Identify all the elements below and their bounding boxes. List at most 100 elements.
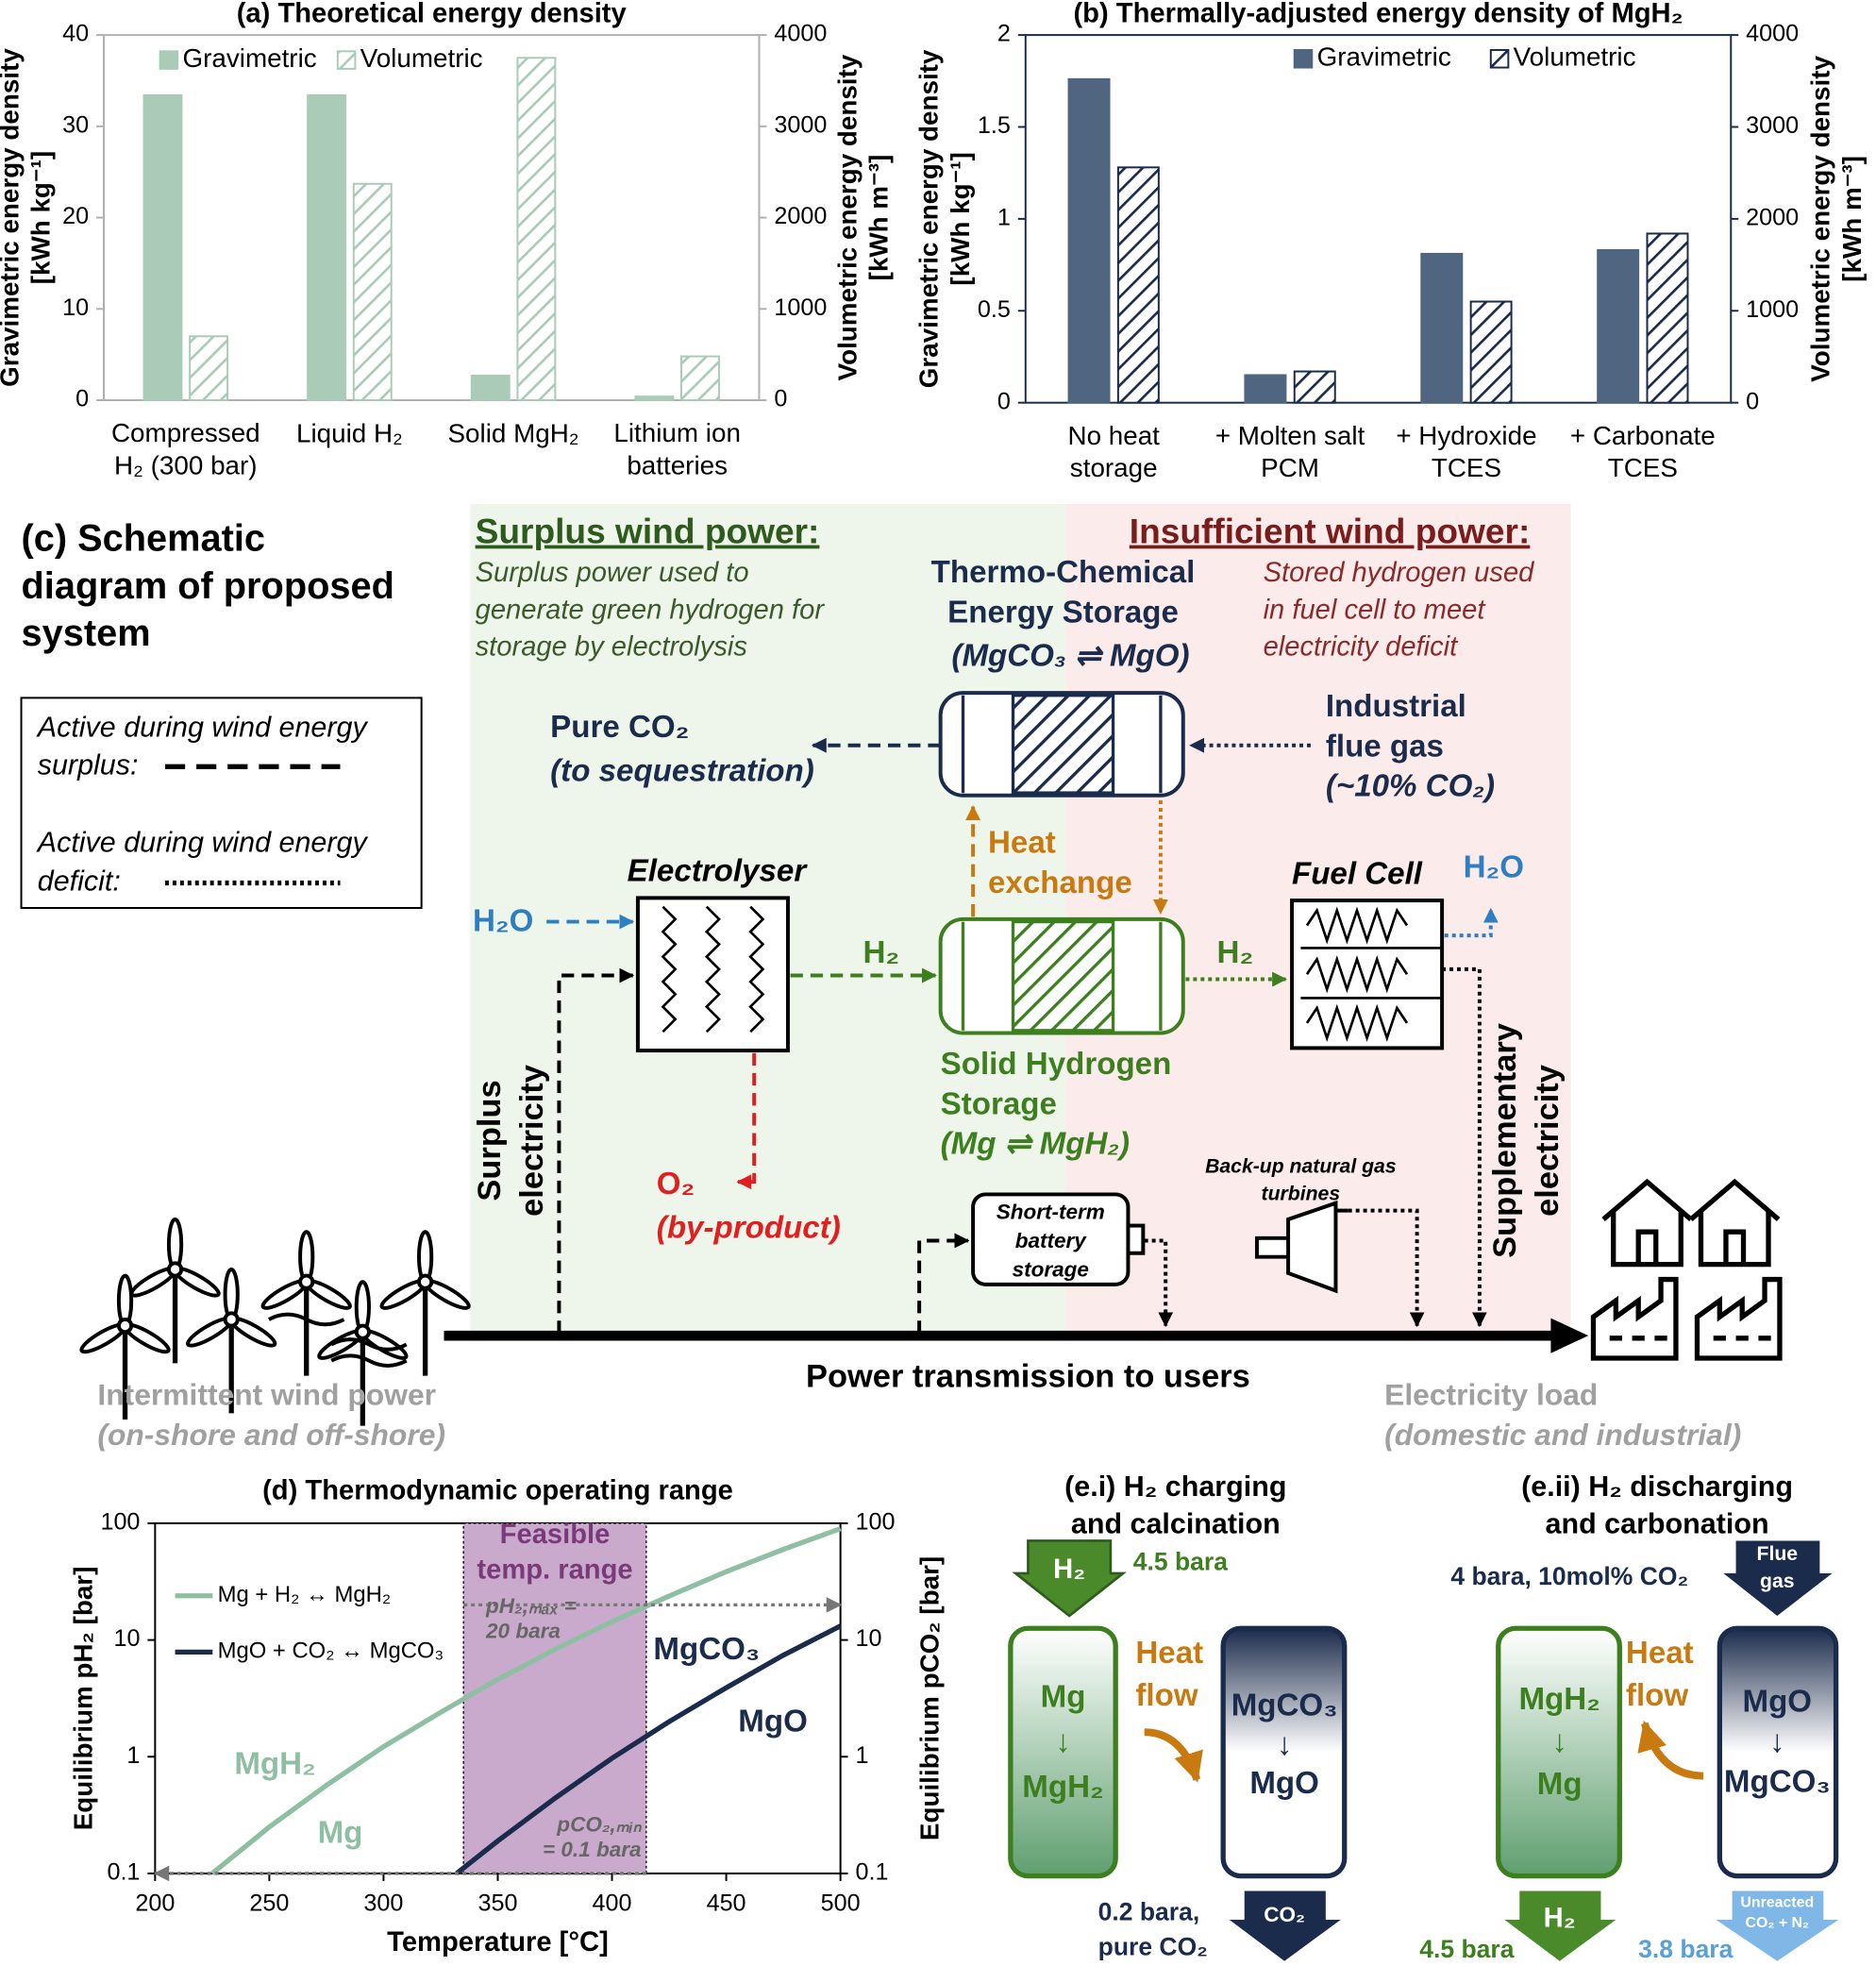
pressure-label: 4.5 bara — [1419, 1935, 1514, 1963]
h2-label: H₂ — [863, 935, 899, 970]
x-tick-label: 350 — [477, 1890, 517, 1917]
bar — [1116, 166, 1160, 404]
transmission-arrowhead — [1550, 1318, 1589, 1353]
y-tick-label: 20 — [62, 203, 89, 229]
pressure-label: 3.8 bara — [1638, 1935, 1733, 1963]
shs-reaction: (Mg ⇌ MgH₂) — [941, 1127, 1130, 1162]
fuel-cell-coils — [1300, 906, 1443, 1042]
turbine-power-line — [1348, 1208, 1425, 1328]
factory — [1697, 1280, 1779, 1358]
outlet-arrow — [1229, 1890, 1341, 1961]
y2-tick-label: 0 — [1746, 388, 1759, 414]
heat-flow: Heat flow — [1626, 1636, 1694, 1713]
house — [1603, 1182, 1691, 1264]
y2-tick-label: 10 — [856, 1625, 882, 1652]
waves — [268, 1312, 408, 1368]
x-tick-label: + Carbonate TCES — [1570, 421, 1716, 482]
bar — [634, 395, 675, 402]
shs-label: Solid Hydrogen Storage — [941, 1047, 1172, 1121]
annotation-label: pCO₂,ₘᵢₙ = 0.1 bara — [543, 1813, 643, 1861]
y-tick-label: 30 — [62, 111, 89, 138]
gas-turbine — [1254, 1200, 1348, 1294]
y-tick-label: 1 — [997, 205, 1011, 231]
fuel-cell-power-line — [1442, 966, 1487, 1328]
mgo-reactor — [1717, 1625, 1839, 1879]
y-tick-label: 40 — [62, 21, 89, 47]
outlet-arrow — [1504, 1890, 1616, 1961]
bar — [1646, 232, 1689, 404]
arrow-label: Unreacted CO₂ + N₂ — [1740, 1895, 1814, 1931]
supplementary-electricity: Supplementary electricity — [1487, 1023, 1566, 1258]
heat-exchange: Heat exchange — [988, 825, 1132, 899]
legend-label: Volumetric — [360, 43, 483, 73]
bar — [470, 374, 511, 402]
region-label: MgO — [738, 1705, 808, 1739]
y-tick-label: 1 — [126, 1742, 140, 1769]
chart-title: (a) Theoretical energy density — [237, 0, 628, 29]
transmission-label: Power transmission to users — [806, 1358, 1250, 1394]
panel-title: (e.i) H₂ charging and calcination — [1064, 1470, 1286, 1540]
chart-title: (b) Thermally-adjusted energy density of… — [1073, 0, 1683, 29]
y2-tick-label: 4000 — [774, 21, 827, 47]
factory — [1593, 1280, 1675, 1358]
y2-tick-label: 2000 — [1746, 205, 1799, 231]
bar — [352, 182, 393, 402]
surplus-electricity: Surplus electricity — [472, 1065, 550, 1217]
legend-label: MgO + CO₂ ↔ MgCO₃ — [218, 1638, 444, 1664]
chart-title: (d) Thermodynamic operating range — [262, 1476, 733, 1506]
line-legend — [20, 697, 423, 909]
y2-tick-label: 0.1 — [856, 1859, 889, 1886]
mgo-reactor — [1220, 1625, 1348, 1879]
y-tick-label: 0.1 — [107, 1859, 140, 1886]
turbines-label: Back-up natural gas turbines — [1205, 1155, 1397, 1204]
x-tick-label: Liquid H₂ — [296, 418, 403, 447]
mgh2-reactor — [1496, 1625, 1622, 1879]
y-axis-label: Gravimetric energy density[kWh kg⁻¹] — [914, 49, 975, 388]
legend-label: Gravimetric — [1317, 42, 1451, 72]
pure-co2-note: (to sequestration) — [550, 754, 814, 789]
y-tick-label: 10 — [62, 294, 89, 321]
x-tick-label: 400 — [593, 1890, 632, 1917]
series-line — [210, 1526, 842, 1876]
y-axis-label: Gravimetric energy density[kWh kg⁻¹] — [0, 48, 56, 387]
h2o-out: H₂O — [1464, 850, 1524, 885]
region-label: Mg — [318, 1816, 363, 1851]
y-tick-label: 0 — [75, 386, 89, 412]
y-tick-label: 10 — [113, 1625, 140, 1652]
battery-discharge-line — [1144, 1238, 1174, 1328]
h2o-in: H₂O — [473, 904, 533, 939]
tces-reaction: (MgCO₃ ⇌ MgO) — [951, 639, 1189, 674]
x-tick-label: 300 — [363, 1890, 403, 1917]
y2-axis-label: Volumetric energy density [kWh m⁻³] — [1806, 56, 1867, 382]
arrow-label: H₂ — [1544, 1904, 1576, 1934]
y2-tick-label: 2000 — [774, 203, 827, 229]
bar — [1420, 252, 1464, 404]
bar — [1293, 370, 1336, 404]
legend-label: Mg + H₂ ↔ MgH₂ — [218, 1582, 391, 1607]
region-label: MgH₂ — [234, 1747, 315, 1782]
o2-arrow — [736, 1052, 757, 1190]
h2-label: H₂ — [1217, 935, 1254, 970]
outlet-note: 0.2 bara, pure CO₂ — [1098, 1897, 1208, 1960]
deficit-text: Stored hydrogen used in fuel cell to meet… — [1264, 558, 1535, 662]
x-tick-label: Solid MgH₂ — [447, 418, 578, 447]
y2-tick-label: 4000 — [1746, 21, 1799, 47]
bar — [516, 57, 557, 402]
fuel-cell-label: Fuel Cell — [1292, 856, 1423, 891]
wind-label: Intermittent wind power — [97, 1378, 436, 1412]
battery-charge-line — [917, 1233, 970, 1334]
legend-swatch — [1293, 49, 1314, 69]
series-line — [455, 1623, 842, 1876]
y-tick-label: 2 — [997, 21, 1011, 47]
vessel-lines — [961, 695, 1163, 794]
electrolyser-coils — [661, 905, 765, 1033]
deficit-heading: Insufficient wind power: — [1130, 512, 1531, 551]
y2-tick-label: 0 — [774, 386, 787, 412]
shaded-range — [462, 1522, 647, 1874]
legend-swatch — [336, 50, 357, 70]
h2o-out-arrow — [1444, 907, 1499, 938]
legend-label: Gravimetric — [182, 43, 316, 73]
surplus-text: Surplus power used to generate green hydr… — [476, 558, 826, 662]
